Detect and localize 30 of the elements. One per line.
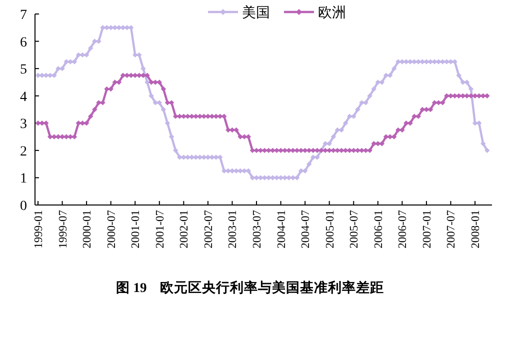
y-tick-label: 3	[20, 117, 27, 132]
x-tick-label: 2004-01	[276, 210, 288, 248]
x-tick-label: 2006-07	[397, 210, 410, 248]
legend-label: 欧洲	[318, 5, 346, 21]
y-tick-label: 4	[20, 90, 27, 105]
y-tick-label: 1	[20, 172, 27, 187]
x-tick-label: 2006-01	[372, 210, 385, 248]
y-tick-label: 0	[20, 199, 27, 214]
y-tick-label: 5	[20, 62, 27, 78]
x-tick-label: 2007-01	[421, 210, 434, 248]
x-tick-label: 2002-07	[202, 210, 215, 248]
x-tick-label: 2008-01	[470, 210, 482, 248]
y-tick-label: 2	[20, 144, 27, 160]
x-tick-label: 2007-07	[446, 210, 458, 248]
x-tick-label: 2001-01	[130, 210, 142, 248]
x-tick-label: 2003-07	[252, 210, 264, 248]
y-tick-label: 6	[20, 35, 27, 50]
x-tick-label: 1999-01	[33, 210, 45, 248]
legend-label: 美国	[242, 5, 270, 21]
x-tick-label: 2003-01	[227, 210, 240, 248]
x-tick-label: 2000-07	[106, 210, 118, 248]
text: 图 19 欧元区央行利率与美国基准利率差距	[116, 279, 384, 295]
x-tick-label: 2004-07	[300, 210, 312, 248]
x-tick-label: 2001-07	[154, 210, 166, 248]
x-tick-label: 2005-01	[324, 210, 336, 248]
x-tick-label: 2000-01	[82, 210, 94, 248]
x-tick-label: 2005-07	[348, 210, 361, 248]
y-tick-label: 7	[20, 8, 27, 23]
x-tick-label: 1999-07	[57, 210, 70, 248]
x-tick-label: 2002-01	[178, 210, 191, 248]
